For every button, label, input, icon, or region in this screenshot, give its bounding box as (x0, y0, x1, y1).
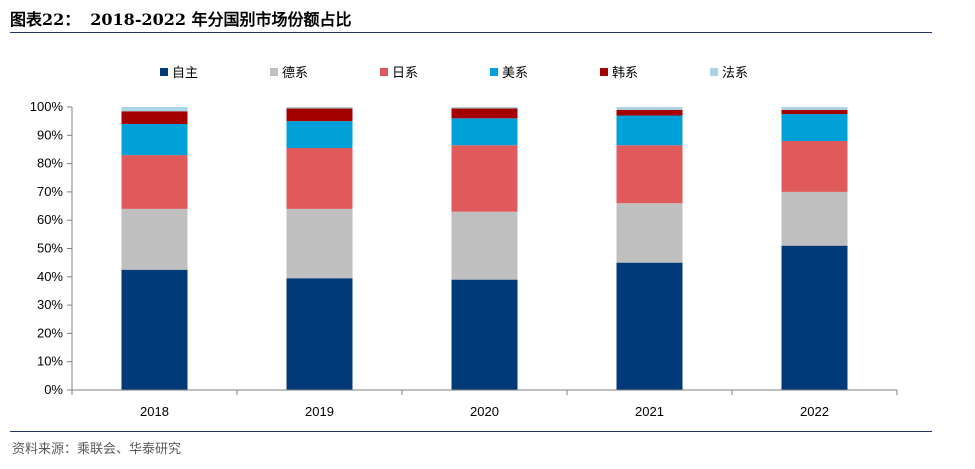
bar-segment (781, 140, 848, 192)
bar-segment (616, 203, 683, 263)
y-tick-label: 40% (37, 269, 63, 284)
x-tick-label: 2019 (305, 404, 334, 419)
bar-segment (616, 115, 683, 146)
legend-swatch (270, 68, 278, 76)
legend-label: 德系 (282, 66, 308, 81)
chart-title: 图表22： 2018-2022 年分国别市场份额占比 (10, 6, 352, 30)
source-note: 资料来源：乘联会、华泰研究 (12, 442, 182, 457)
legend-swatch (490, 68, 498, 76)
bar-segment (286, 148, 353, 209)
bar-segment (616, 262, 683, 390)
y-tick-label: 0% (44, 382, 63, 397)
figure-title: 2018-2022 年分国别市场份额占比 (90, 10, 352, 29)
source-divider (10, 431, 932, 432)
legend-swatch (710, 68, 718, 76)
legend-swatch (160, 68, 168, 76)
bar-segment (121, 123, 188, 156)
legend-label: 法系 (722, 66, 748, 81)
bar-segment (781, 107, 848, 110)
legend-label: 日系 (392, 66, 418, 81)
bar-segment (286, 278, 353, 390)
x-tick-label: 2021 (635, 404, 664, 419)
bar-segment (616, 107, 683, 110)
bar-segment (121, 208, 188, 270)
bar-segment (121, 107, 188, 112)
bar-segment (451, 108, 518, 119)
bar-segment (451, 118, 518, 146)
bar-segment (286, 121, 353, 149)
bar-segment (286, 107, 353, 109)
legend-swatch (380, 68, 388, 76)
legend-swatch (600, 68, 608, 76)
bar-segment (451, 279, 518, 390)
bar-segment (451, 211, 518, 280)
bar-segment (781, 191, 848, 246)
bar-segment (451, 145, 518, 212)
figure-number: 图表22： (10, 10, 81, 29)
bar-segment (121, 155, 188, 209)
legend-label: 韩系 (612, 66, 638, 81)
x-tick-label: 2020 (470, 404, 499, 419)
bar-segment (781, 245, 848, 390)
y-tick-label: 70% (37, 184, 63, 199)
y-tick-label: 20% (37, 325, 63, 340)
y-tick-label: 30% (37, 297, 63, 312)
bar-segment (781, 114, 848, 141)
bar-segment (451, 107, 518, 109)
legend-label: 自主 (172, 66, 198, 81)
y-tick-label: 50% (37, 241, 63, 256)
stacked-bar-chart: 0% 10% 20% 30% 40% 50% 60% 70% 80% 90% 100% 2018 201… (30, 66, 898, 419)
bar-segment (121, 111, 188, 124)
bar-segment (121, 269, 188, 390)
y-tick-label: 90% (37, 127, 63, 142)
bar-segment (781, 109, 848, 115)
y-tick-label: 100% (30, 99, 64, 114)
y-tick-label: 80% (37, 156, 63, 171)
y-tick-label: 10% (37, 354, 63, 369)
bar-segment (286, 208, 353, 279)
x-tick-label: 2018 (140, 404, 169, 419)
bar-segment (286, 108, 353, 122)
title-divider (10, 32, 932, 33)
bar-segment (616, 109, 683, 116)
y-tick-label: 60% (37, 212, 63, 227)
legend-label: 美系 (502, 66, 528, 81)
bar-segment (616, 145, 683, 204)
x-tick-label: 2022 (800, 404, 829, 419)
